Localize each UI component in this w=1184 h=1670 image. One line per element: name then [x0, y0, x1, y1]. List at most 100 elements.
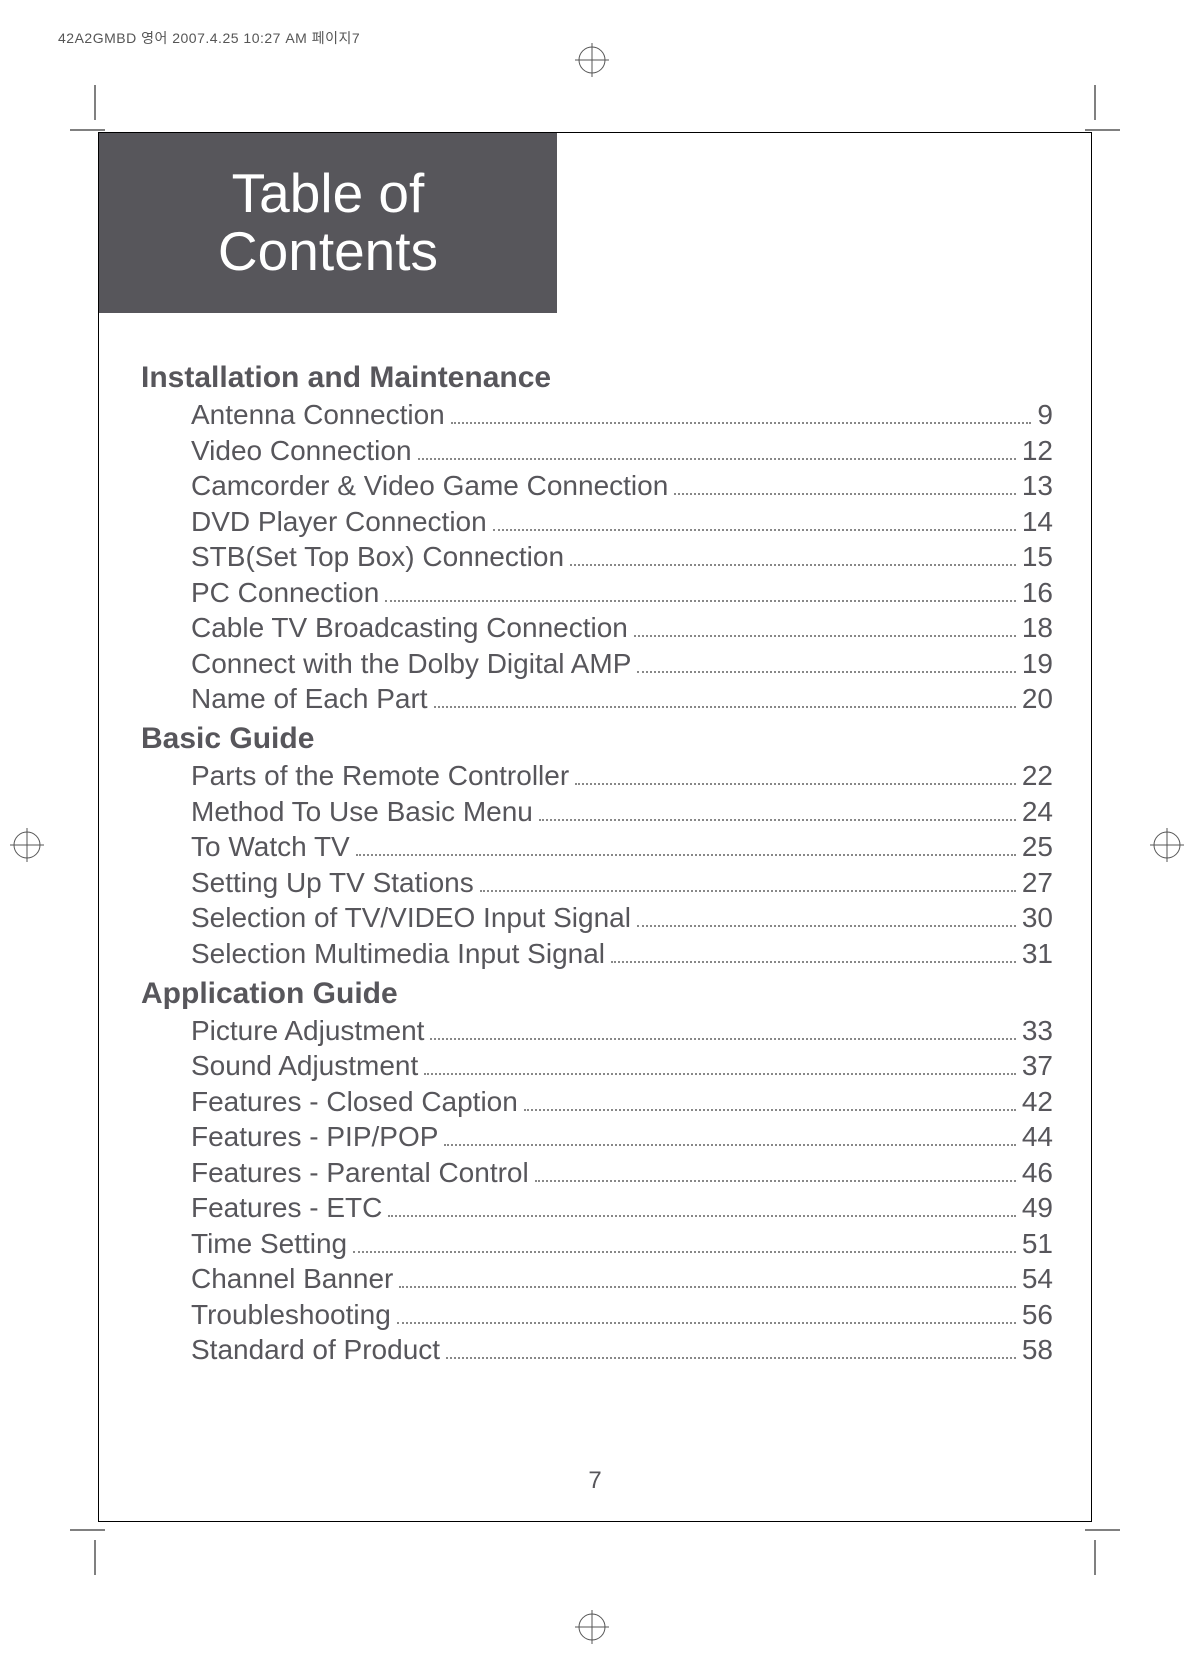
toc-entry-label: Standard of Product	[191, 1332, 440, 1367]
toc-entry-label: Channel Banner	[191, 1261, 393, 1296]
toc-leader-dots	[480, 890, 1016, 892]
toc-entry-label: STB(Set Top Box) Connection	[191, 539, 564, 574]
toc-entry-page: 51	[1022, 1226, 1053, 1261]
table-of-contents: Installation and MaintenanceAntenna Conn…	[141, 355, 1053, 1368]
toc-entry: Time Setting 51	[141, 1226, 1053, 1261]
registration-mark-icon	[1150, 828, 1184, 867]
toc-leader-dots	[446, 1357, 1016, 1359]
toc-entry: Features - ETC49	[141, 1190, 1053, 1225]
toc-entry-page: 18	[1022, 610, 1053, 645]
title-box: Table of Contents	[99, 133, 557, 313]
toc-entry: Name of Each Part 20	[141, 681, 1053, 716]
toc-entry-label: DVD Player Connection	[191, 504, 487, 539]
toc-entry-page: 15	[1022, 539, 1053, 574]
toc-leader-dots	[434, 706, 1016, 708]
print-header-text: 42A2GMBD 영어 2007.4.25 10:27 AM 페이지7	[58, 28, 360, 48]
toc-entry-label: Antenna Connection	[191, 397, 445, 432]
toc-entry-label: Features - Parental Control	[191, 1155, 529, 1190]
toc-leader-dots	[674, 493, 1016, 495]
toc-entry-label: Features - PIP/POP	[191, 1119, 438, 1154]
toc-entry-page: 20	[1022, 681, 1053, 716]
toc-entry: STB(Set Top Box) Connection 15	[141, 539, 1053, 574]
toc-leader-dots	[388, 1215, 1015, 1217]
toc-entry-page: 31	[1022, 936, 1053, 971]
toc-entry: Standard of Product 58	[141, 1332, 1053, 1367]
toc-leader-dots	[634, 635, 1016, 637]
registration-mark-icon	[575, 1610, 609, 1649]
toc-entry: Setting Up TV Stations27	[141, 865, 1053, 900]
toc-leader-dots	[397, 1322, 1016, 1324]
toc-entry: Picture Adjustment 33	[141, 1013, 1053, 1048]
toc-leader-dots	[493, 529, 1016, 531]
toc-entry-page: 24	[1022, 794, 1053, 829]
toc-leader-dots	[637, 925, 1016, 927]
toc-leader-dots	[539, 819, 1016, 821]
toc-entry-page: 44	[1022, 1119, 1053, 1154]
toc-entry-page: 54	[1022, 1261, 1053, 1296]
toc-entry: Channel Banner 54	[141, 1261, 1053, 1296]
toc-entry-page: 58	[1022, 1332, 1053, 1367]
toc-leader-dots	[444, 1144, 1015, 1146]
toc-entry-page: 30	[1022, 900, 1053, 935]
toc-entry: Features - Closed Caption 42	[141, 1084, 1053, 1119]
title-line-1: Table of	[99, 165, 557, 223]
toc-entry-page: 37	[1022, 1048, 1053, 1083]
section-heading: Installation and Maintenance	[141, 361, 1053, 395]
toc-entry-page: 56	[1022, 1297, 1053, 1332]
toc-leader-dots	[356, 854, 1016, 856]
toc-entry: Selection of TV/VIDEO Input Signal 30	[141, 900, 1053, 935]
toc-entry: Troubleshooting56	[141, 1297, 1053, 1332]
toc-entry: To Watch TV 25	[141, 829, 1053, 864]
toc-entry: PC Connection 16	[141, 575, 1053, 610]
toc-leader-dots	[424, 1073, 1016, 1075]
toc-entry: Connect with the Dolby Digital AMP19	[141, 646, 1053, 681]
toc-entry-label: PC Connection	[191, 575, 379, 610]
toc-entry-label: Video Connection	[191, 433, 412, 468]
toc-entry-label: Camcorder & Video Game Connection	[191, 468, 668, 503]
toc-entry-page: 9	[1037, 397, 1053, 432]
crop-mark-icon	[45, 85, 105, 145]
title-line-2: Contents	[99, 223, 557, 281]
toc-entry-label: Features - ETC	[191, 1190, 382, 1225]
toc-entry: Cable TV Broadcasting Connection18	[141, 610, 1053, 645]
toc-entry-label: Features - Closed Caption	[191, 1084, 518, 1119]
toc-entry-page: 42	[1022, 1084, 1053, 1119]
toc-leader-dots	[637, 671, 1015, 673]
section-heading: Basic Guide	[141, 722, 1053, 756]
toc-entry-label: Parts of the Remote Controller	[191, 758, 569, 793]
toc-entry-label: Picture Adjustment	[191, 1013, 424, 1048]
toc-leader-dots	[524, 1109, 1016, 1111]
crop-mark-icon	[45, 1515, 105, 1575]
crop-mark-icon	[1085, 85, 1145, 145]
toc-entry-label: Time Setting	[191, 1226, 347, 1261]
section-heading: Application Guide	[141, 977, 1053, 1011]
toc-entry: Video Connection 12	[141, 433, 1053, 468]
toc-entry: Antenna Connection 9	[141, 397, 1053, 432]
toc-entry-page: 12	[1022, 433, 1053, 468]
toc-entry-page: 13	[1022, 468, 1053, 503]
toc-leader-dots	[451, 422, 1032, 424]
toc-leader-dots	[399, 1286, 1015, 1288]
toc-entry: Method To Use Basic Menu24	[141, 794, 1053, 829]
toc-entry-page: 25	[1022, 829, 1053, 864]
toc-entry-page: 14	[1022, 504, 1053, 539]
toc-entry-label: To Watch TV	[191, 829, 350, 864]
toc-leader-dots	[570, 564, 1016, 566]
toc-entry-page: 22	[1022, 758, 1053, 793]
toc-leader-dots	[353, 1251, 1016, 1253]
toc-entry-page: 19	[1022, 646, 1053, 681]
toc-entry-label: Setting Up TV Stations	[191, 865, 474, 900]
toc-entry: Features - PIP/POP 44	[141, 1119, 1053, 1154]
toc-entry-page: 16	[1022, 575, 1053, 610]
toc-entry: Parts of the Remote Controller 22	[141, 758, 1053, 793]
toc-entry-label: Selection of TV/VIDEO Input Signal	[191, 900, 631, 935]
registration-mark-icon	[10, 828, 44, 867]
toc-entry-label: Name of Each Part	[191, 681, 428, 716]
toc-entry: Sound Adjustment 37	[141, 1048, 1053, 1083]
toc-leader-dots	[575, 783, 1016, 785]
toc-entry-label: Sound Adjustment	[191, 1048, 418, 1083]
page-number: 7	[99, 1467, 1091, 1495]
toc-leader-dots	[385, 600, 1016, 602]
toc-leader-dots	[430, 1038, 1015, 1040]
toc-entry-page: 33	[1022, 1013, 1053, 1048]
